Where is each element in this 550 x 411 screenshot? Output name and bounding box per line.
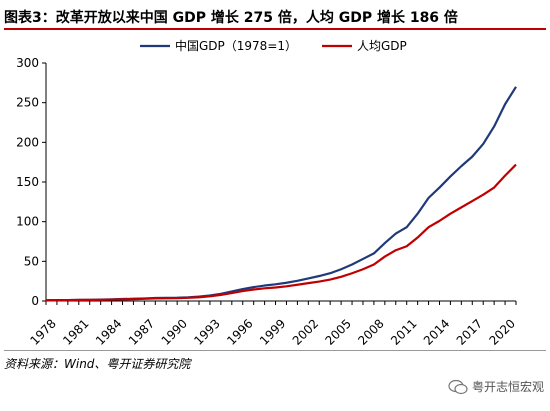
x-tick-label: 1978: [27, 316, 58, 347]
x-tick-label: 1984: [93, 316, 124, 347]
chart-series: [45, 86, 517, 302]
x-tick-label: 1981: [60, 316, 91, 347]
legend-label: 中国GDP（1978=1）: [175, 38, 297, 53]
x-tick-label: 1996: [224, 316, 255, 347]
chart-legend: 中国GDP（1978=1） 人均GDP: [140, 38, 407, 53]
x-tick-label: 2020: [486, 316, 517, 347]
legend-label: 人均GDP: [357, 39, 407, 53]
source-divider: [4, 350, 546, 351]
chart-title: 图表3：改革开放以来中国 GDP 增长 275 倍，人均 GDP 增长 186 …: [4, 10, 458, 26]
x-tick-label: 2017: [454, 316, 485, 347]
x-tick-label: 2011: [388, 316, 419, 347]
series-line: [45, 86, 517, 302]
x-tick-label: 1993: [191, 316, 222, 347]
y-tick-label: 300: [16, 56, 39, 70]
x-tick-label: 1990: [159, 316, 190, 347]
y-tick-label: 100: [16, 215, 39, 229]
title-divider: [4, 28, 546, 30]
y-tick-label: 50: [24, 254, 39, 268]
watermark-text: 粤开志恒宏观: [471, 380, 544, 394]
x-tick-label: 2005: [323, 316, 354, 347]
watermark: 粤开志恒宏观: [448, 378, 544, 395]
source-note: 资料来源：Wind、粤开证券研究院: [4, 357, 191, 371]
y-tick-label: 150: [16, 175, 39, 189]
wechat-icon: [448, 379, 468, 394]
series-line: [45, 163, 517, 302]
x-tick-label: 2002: [290, 316, 321, 347]
x-tick-label: 1987: [126, 316, 157, 347]
x-tick-label: 2014: [421, 316, 452, 347]
x-tick-label: 1999: [257, 316, 288, 347]
y-tick-label: 0: [31, 294, 39, 308]
x-tick-label: 2008: [355, 316, 386, 347]
y-tick-label: 200: [16, 135, 39, 149]
y-tick-label: 250: [16, 96, 39, 110]
